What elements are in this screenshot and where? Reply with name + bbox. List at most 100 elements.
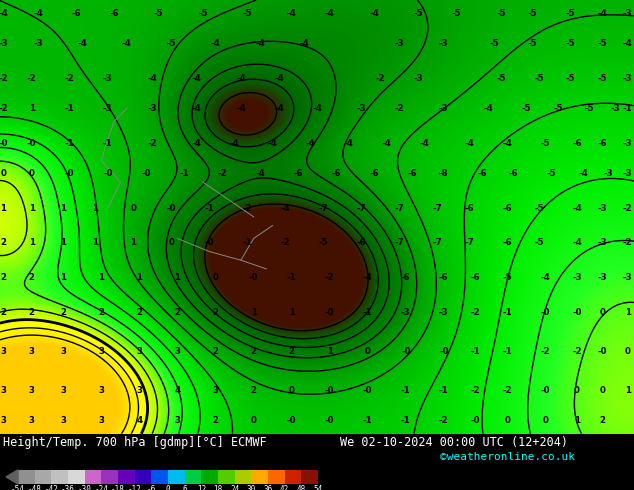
Text: 2: 2 [0,238,6,247]
Text: 3: 3 [98,347,105,356]
Text: -1: -1 [401,386,411,395]
Text: 2: 2 [250,347,257,356]
Text: -3: -3 [439,39,449,48]
Text: -1: -1 [179,169,189,178]
Text: -4: -4 [255,169,265,178]
Text: -0: -0 [363,386,372,395]
Text: 0: 0 [365,347,371,356]
Text: -3: -3 [604,169,614,178]
Text: -3: -3 [33,39,43,48]
Text: -2: -2 [623,204,633,213]
Text: -4: -4 [147,74,157,82]
Text: -0: -0 [598,347,607,356]
Text: -1: -1 [470,347,481,356]
Text: 1: 1 [624,308,631,317]
Text: -0: -0 [249,273,258,282]
Text: -5: -5 [534,204,543,213]
Text: -2: -2 [502,386,512,395]
Text: 1: 1 [288,308,295,317]
Text: -6: -6 [71,8,81,18]
Text: 2: 2 [174,308,181,317]
Text: -3: -3 [597,273,607,282]
Text: -3: -3 [623,139,633,147]
Text: -5: -5 [452,8,461,18]
Text: -4: -4 [369,8,379,18]
Bar [301,470,318,484]
Text: -3: -3 [401,308,411,317]
Text: 1: 1 [0,204,6,213]
Text: -36: -36 [61,486,75,490]
Text: -3: -3 [439,308,449,317]
Text: -0: -0 [325,308,334,317]
Text: -4: -4 [299,39,309,48]
Text: 0: 0 [599,308,605,317]
Text: -4: -4 [420,139,430,147]
Text: -0: -0 [439,347,448,356]
Text: 3: 3 [0,416,6,425]
Text: -3: -3 [413,74,424,82]
Text: 2: 2 [136,308,143,317]
Text: -6: -6 [109,8,119,18]
Text: -0: -0 [167,204,176,213]
Text: -2: -2 [65,74,75,82]
Text: 1: 1 [98,273,105,282]
Text: 0: 0 [624,347,631,356]
Text: 0: 0 [504,416,510,425]
Text: 1: 1 [60,238,67,247]
Text: -8: -8 [439,169,449,178]
Text: -0: -0 [541,308,550,317]
Text: -3: -3 [623,169,633,178]
Text: 0: 0 [288,386,295,395]
Text: -5: -5 [319,238,328,247]
Text: -6: -6 [508,169,519,178]
Text: -2: -2 [470,308,481,317]
Text: -1: -1 [204,204,214,213]
Text: -30: -30 [78,486,91,490]
Text: -3: -3 [147,104,157,113]
Bar [134,470,152,484]
Text: -0: -0 [573,308,581,317]
Text: -0: -0 [0,139,8,147]
Text: -4: -4 [363,273,373,282]
Bar [51,470,68,484]
Text: -4: -4 [312,104,322,113]
Text: -4: -4 [77,39,87,48]
Text: -3: -3 [623,273,633,282]
Text: -2: -2 [439,416,449,425]
Text: 3: 3 [0,386,6,395]
Text: -4: -4 [540,273,550,282]
Text: -4: -4 [597,8,607,18]
Text: 2: 2 [0,273,6,282]
Text: -5: -5 [154,8,163,18]
Text: -4: -4 [274,104,284,113]
Text: -0: -0 [103,169,112,178]
Text: -4: -4 [502,139,512,147]
Text: 0: 0 [29,169,35,178]
Text: 3: 3 [98,416,105,425]
Bar [168,470,184,484]
Text: -4: -4 [255,39,265,48]
Text: -5: -5 [198,8,207,18]
Text: 0: 0 [599,386,605,395]
Text: -5: -5 [598,39,607,48]
Text: 24: 24 [230,486,239,490]
Text: -6: -6 [470,273,481,282]
Text: -4: -4 [236,74,246,82]
Text: 0: 0 [250,416,257,425]
Text: -0: -0 [541,386,550,395]
Text: -5: -5 [566,74,575,82]
Text: -5: -5 [566,39,575,48]
Text: -3: -3 [103,74,113,82]
Text: -4: -4 [344,139,354,147]
Text: -2: -2 [147,139,157,147]
Text: -0: -0 [205,238,214,247]
Text: -4: -4 [191,139,202,147]
Text: Height/Temp. 700 hPa [gdmp][°C] ECMWF: Height/Temp. 700 hPa [gdmp][°C] ECMWF [3,436,267,449]
Text: 12: 12 [197,486,206,490]
Text: -3: -3 [597,238,607,247]
Text: -1: -1 [65,139,75,147]
Text: -2: -2 [325,273,335,282]
Text: -3: -3 [623,74,633,82]
Bar [35,470,51,484]
Text: -1: -1 [401,416,411,425]
